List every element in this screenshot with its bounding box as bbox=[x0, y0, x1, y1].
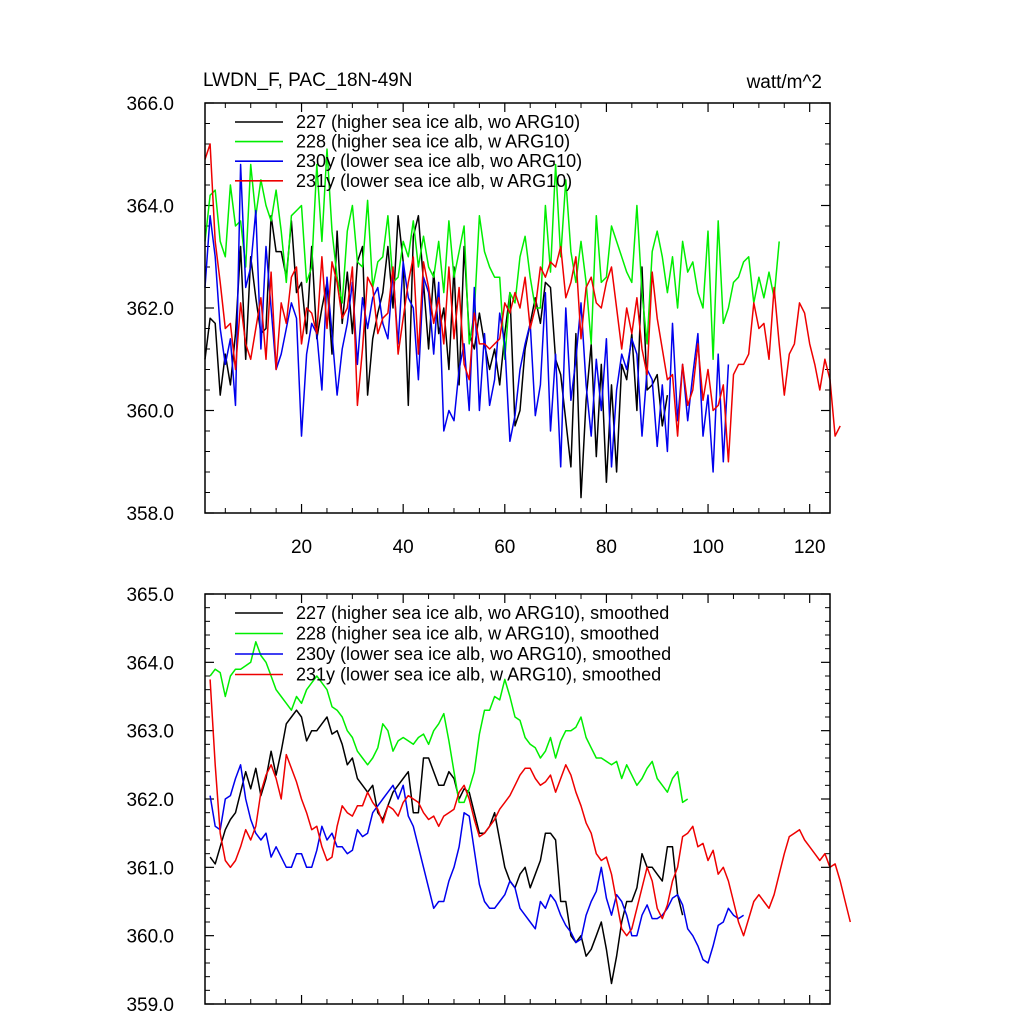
bottom-plot-frame bbox=[204, 593, 831, 1005]
bottom-series-line-3 bbox=[209, 764, 745, 964]
bottom-series-line-4 bbox=[209, 679, 852, 937]
top-legend-label-2: 228 (higher sea ice alb, w ARG10) bbox=[296, 132, 570, 152]
top-y-tick-label: 360.0 bbox=[126, 402, 174, 423]
bottom-y-tick-label: 361.0 bbox=[126, 858, 174, 879]
bottom-y-tick-label: 364.0 bbox=[126, 653, 174, 674]
bottom-legend-label-1: 227 (higher sea ice alb, wo ARG10), smoo… bbox=[296, 603, 669, 623]
top-y-tick-label: 366.0 bbox=[126, 94, 174, 115]
bottom-chart-legend: 227 (higher sea ice alb, wo ARG10), smoo… bbox=[235, 603, 671, 685]
top-x-tick-label: 120 bbox=[794, 537, 826, 558]
top-y-tick-label: 358.0 bbox=[126, 504, 174, 525]
bottom-y-tick-label: 363.0 bbox=[126, 722, 174, 743]
top-chart-units: watt/m^2 bbox=[746, 72, 822, 93]
top-x-tick-label: 20 bbox=[291, 537, 312, 558]
top-legend-label-1: 227 (higher sea ice alb, wo ARG10) bbox=[296, 112, 580, 132]
bottom-y-tick-label: 359.0 bbox=[126, 995, 174, 1016]
top-series-line-4 bbox=[204, 143, 841, 463]
bottom-legend-label-4: 231y (lower sea ice alb, w ARG10), smoot… bbox=[296, 665, 661, 685]
top-plot-frame bbox=[204, 102, 831, 514]
top-legend-label-3: 230y (lower sea ice alb, wo ARG10) bbox=[296, 151, 582, 171]
top-series-line-2 bbox=[204, 148, 780, 361]
top-chart-legend: 227 (higher sea ice alb, wo ARG10)228 (h… bbox=[235, 112, 582, 191]
bottom-series-line-1 bbox=[209, 709, 684, 985]
top-x-tick-label: 40 bbox=[393, 537, 414, 558]
top-x-tick-label: 60 bbox=[494, 537, 515, 558]
top-chart-title: LWDN_F, PAC_18N-49N bbox=[203, 70, 412, 91]
top-series-line-3 bbox=[204, 163, 730, 473]
bottom-y-tick-label: 360.0 bbox=[126, 927, 174, 948]
top-y-tick-label: 362.0 bbox=[126, 299, 174, 320]
top-y-tick-label: 364.0 bbox=[126, 197, 174, 218]
top-x-tick-label: 100 bbox=[692, 537, 724, 558]
bottom-chart-panel: 359.0 360.0 361.0 362.0 363.0 364.0 365.0 227 … bbox=[126, 585, 852, 1016]
top-x-tick-label: 80 bbox=[596, 537, 617, 558]
bottom-y-tick-label: 362.0 bbox=[126, 790, 174, 811]
bottom-series-line-2 bbox=[209, 641, 689, 804]
bottom-legend-label-2: 228 (higher sea ice alb, w ARG10), smoot… bbox=[296, 624, 659, 644]
top-legend-label-4: 231y (lower sea ice alb, w ARG10) bbox=[296, 171, 572, 191]
top-chart-panel: LWDN_F, PAC_18N-49N watt/m^2 358.0 360.0 3… bbox=[126, 70, 841, 558]
top-series-line-1 bbox=[204, 214, 669, 499]
bottom-legend-label-3: 230y (lower sea ice alb, wo ARG10), smoo… bbox=[296, 644, 671, 664]
bottom-y-tick-label: 365.0 bbox=[126, 585, 174, 606]
